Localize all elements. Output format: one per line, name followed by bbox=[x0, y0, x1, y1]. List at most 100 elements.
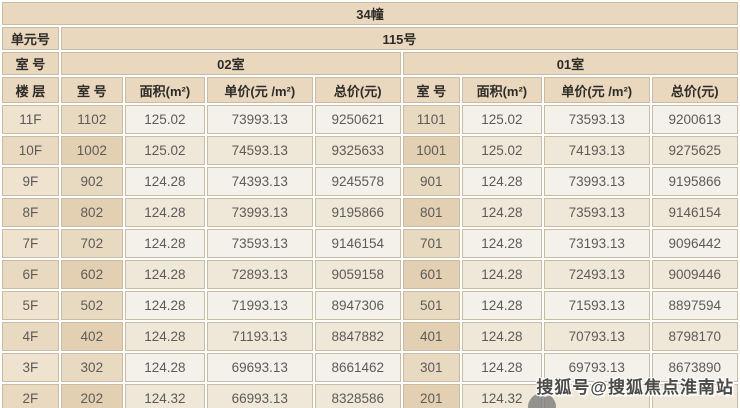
col-header-room: 室 号 bbox=[402, 77, 460, 103]
cell-total-price: 8847882 bbox=[314, 322, 401, 351]
cell-room-number: 401 bbox=[402, 322, 460, 351]
cell-area: 124.28 bbox=[124, 260, 205, 289]
cell-floor: 9F bbox=[2, 167, 59, 196]
cell-total-price: 8798170 bbox=[651, 322, 738, 351]
cell-area: 124.32 bbox=[124, 384, 205, 408]
cell-area: 125.02 bbox=[461, 105, 542, 134]
cell-area: 124.28 bbox=[461, 167, 542, 196]
col-header-area: 面积(m²) bbox=[124, 77, 205, 103]
cell-unit-price: 72493.13 bbox=[543, 260, 650, 289]
cell-unit-price: 73993.13 bbox=[206, 198, 313, 227]
col-header-room: 室 号 bbox=[60, 77, 123, 103]
cell-area: 124.28 bbox=[124, 198, 205, 227]
cell-area: 124.28 bbox=[461, 291, 542, 320]
cell-total-price: 8328586 bbox=[314, 384, 401, 408]
cell-unit-price: 71593.13 bbox=[543, 291, 650, 320]
cell-room-number: 702 bbox=[60, 229, 123, 258]
cell-total-price: 8673890 bbox=[651, 353, 738, 382]
cell-unit-price: 74593.13 bbox=[206, 136, 313, 165]
cell-area: 124.28 bbox=[461, 198, 542, 227]
cell-unit-price: 70793.13 bbox=[543, 322, 650, 351]
cell-total-price: 9245578 bbox=[314, 167, 401, 196]
cell-area: 125.02 bbox=[124, 136, 205, 165]
cell-area: 124.28 bbox=[124, 322, 205, 351]
cell-total-price: 8947306 bbox=[314, 291, 401, 320]
cell-area: 124.28 bbox=[461, 229, 542, 258]
cell-unit-price: 73993.13 bbox=[206, 105, 313, 134]
cell-total-price: 9275625 bbox=[651, 136, 738, 165]
unit-row: 单元号 115号 bbox=[2, 27, 738, 50]
room-group-01: 01室 bbox=[402, 52, 738, 75]
cell-total-price: 9009446 bbox=[651, 260, 738, 289]
table-row: 4F 402 124.28 71193.13 8847882 401 124.28 70793… bbox=[2, 322, 738, 351]
cell-unit-price: 66993.13 bbox=[206, 384, 313, 408]
cell-room-number: 901 bbox=[402, 167, 460, 196]
table-row: 5F 502 124.28 71993.13 8947306 501 124.28 71593… bbox=[2, 291, 738, 320]
cell-room-number: 1002 bbox=[60, 136, 123, 165]
cell-room-number: 801 bbox=[402, 198, 460, 227]
table-row: 11F 1102 125.02 73993.13 9250621 1101 125.02 73… bbox=[2, 105, 738, 134]
cell-room-number: 902 bbox=[60, 167, 123, 196]
cell-room-number: 602 bbox=[60, 260, 123, 289]
cell-floor: 5F bbox=[2, 291, 59, 320]
cell-room-number: 1001 bbox=[402, 136, 460, 165]
table-row: 9F 902 124.28 74393.13 9245578 901 124.28 73993… bbox=[2, 167, 738, 196]
unit-label: 单元号 bbox=[2, 27, 59, 50]
cell-area: 124.28 bbox=[124, 229, 205, 258]
room-group-row: 室 号 02室 01室 bbox=[2, 52, 738, 75]
col-header-total-price: 总价(元) bbox=[651, 77, 738, 103]
cell-floor: 2F bbox=[2, 384, 59, 408]
cell-total-price: 9325633 bbox=[314, 136, 401, 165]
cell-total-price: 9146154 bbox=[651, 198, 738, 227]
cell-floor: 10F bbox=[2, 136, 59, 165]
cell-total-price: 9195866 bbox=[314, 198, 401, 227]
table-row: 10F 1002 125.02 74593.13 9325633 1001 125.02 74… bbox=[2, 136, 738, 165]
cell-total-price: 9250621 bbox=[314, 105, 401, 134]
cell-area: 124.28 bbox=[124, 353, 205, 382]
cell-unit-price: 73593.13 bbox=[206, 229, 313, 258]
cell-floor: 7F bbox=[2, 229, 59, 258]
cell-room-number: 1101 bbox=[402, 105, 460, 134]
building-title: 34幢 bbox=[2, 2, 738, 25]
cell-area: 125.02 bbox=[124, 105, 205, 134]
room-group-label: 室 号 bbox=[2, 52, 59, 75]
cell-total-price: 9059158 bbox=[314, 260, 401, 289]
cell-floor: 8F bbox=[2, 198, 59, 227]
table-row: 3F 302 124.28 69693.13 8661462 301 124.28 69793… bbox=[2, 353, 738, 382]
cell-unit-price: 72893.13 bbox=[206, 260, 313, 289]
cell-total-price: 8897594 bbox=[651, 291, 738, 320]
cell-total-price: 8661462 bbox=[314, 353, 401, 382]
table-body: 11F 1102 125.02 73993.13 9250621 1101 125.02 73… bbox=[2, 105, 738, 408]
table-row: 6F 602 124.28 72893.13 9059158 601 124.28 72493… bbox=[2, 260, 738, 289]
cell-area: 125.02 bbox=[461, 136, 542, 165]
cell-unit-price: 74393.13 bbox=[206, 167, 313, 196]
cell-room-number: 701 bbox=[402, 229, 460, 258]
cell-room-number: 402 bbox=[60, 322, 123, 351]
cell-room-number: 201 bbox=[402, 384, 460, 408]
cell-room-number: 302 bbox=[60, 353, 123, 382]
building-row: 34幢 bbox=[2, 2, 738, 25]
cell-unit-price: 71193.13 bbox=[206, 322, 313, 351]
cell-unit-price: 69793.13 bbox=[543, 353, 650, 382]
cell-area: 124.28 bbox=[461, 353, 542, 382]
col-header-unit-price: 单价(元 /m²) bbox=[543, 77, 650, 103]
cell-floor: 4F bbox=[2, 322, 59, 351]
cell-total-price bbox=[651, 384, 738, 408]
cell-unit-price: 73193.13 bbox=[543, 229, 650, 258]
cell-unit-price: 73593.13 bbox=[543, 105, 650, 134]
cell-area: 124.28 bbox=[461, 260, 542, 289]
cell-floor: 3F bbox=[2, 353, 59, 382]
room-group-02: 02室 bbox=[60, 52, 401, 75]
cell-total-price: 9146154 bbox=[314, 229, 401, 258]
cell-room-number: 802 bbox=[60, 198, 123, 227]
table-row: 2F 202 124.32 66993.13 8328586 201 124.32 bbox=[2, 384, 738, 408]
cell-unit-price: 71993.13 bbox=[206, 291, 313, 320]
cell-room-number: 601 bbox=[402, 260, 460, 289]
cell-area: 124.28 bbox=[124, 291, 205, 320]
column-header-row: 楼 层 室 号 面积(m²) 单价(元 /m²) 总价(元) 室 号 面积(m²… bbox=[2, 77, 738, 103]
cell-room-number: 202 bbox=[60, 384, 123, 408]
unit-value: 115号 bbox=[60, 27, 738, 50]
cell-room-number: 1102 bbox=[60, 105, 123, 134]
